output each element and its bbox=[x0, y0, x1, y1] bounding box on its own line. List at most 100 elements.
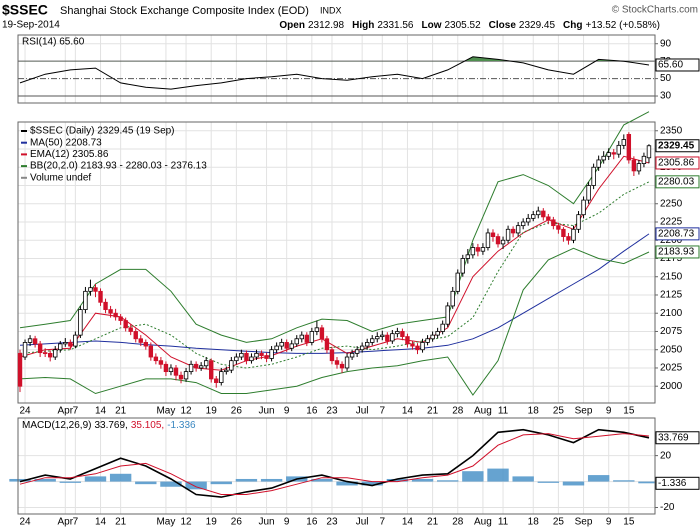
candle-body bbox=[475, 247, 481, 252]
x-tick-label: 26 bbox=[231, 517, 243, 528]
candle-body bbox=[22, 342, 28, 358]
histogram-bar bbox=[109, 473, 132, 482]
y-tick-label: 50 bbox=[660, 73, 672, 84]
histogram-bar bbox=[210, 481, 232, 485]
candle-body bbox=[103, 301, 108, 310]
y-tick-label: 2050 bbox=[660, 344, 683, 355]
quote-value: +13.52 (+0.58%) bbox=[586, 20, 661, 31]
candle-body bbox=[546, 216, 551, 221]
candle-body bbox=[606, 152, 611, 157]
x-tick-label: 24 bbox=[19, 517, 31, 528]
candle-body bbox=[344, 356, 350, 369]
x-tick-label: 25 bbox=[553, 517, 565, 528]
y-tick-label: -20 bbox=[660, 502, 675, 513]
x-tick-label: Sep bbox=[575, 517, 593, 528]
candle-body bbox=[385, 334, 390, 342]
legend-label: BB(20,2.0) 2183.93 - 2280.03 - 2376.13 bbox=[30, 161, 207, 172]
candle-body bbox=[551, 219, 556, 227]
candle-body bbox=[359, 345, 365, 351]
candle-body bbox=[294, 338, 299, 345]
y-tick-label: 2150 bbox=[660, 271, 683, 282]
overlay-line bbox=[19, 247, 650, 396]
x-tick-label: 19 bbox=[206, 517, 218, 528]
quote-value: 2305.52 bbox=[445, 20, 482, 31]
candle-body bbox=[450, 290, 455, 307]
x-tick-label: 9 bbox=[284, 406, 290, 417]
value-box bbox=[655, 139, 700, 153]
histogram-bar bbox=[411, 478, 434, 482]
overlay-line bbox=[19, 155, 650, 371]
rsi-line bbox=[19, 56, 650, 90]
y-tick-label: 2025 bbox=[660, 363, 683, 374]
date: 19-Sep-2014 bbox=[2, 20, 60, 31]
value-box-label: 2208.73 bbox=[658, 229, 695, 240]
value-box bbox=[655, 476, 700, 490]
value-box bbox=[655, 175, 700, 189]
candle-body bbox=[400, 331, 405, 337]
y-tick-label: 2125 bbox=[660, 290, 683, 301]
overbought-fill bbox=[20, 56, 649, 62]
x-tick-label: 25 bbox=[553, 406, 565, 417]
candle-body bbox=[123, 320, 128, 329]
x-tick-label: 12 bbox=[180, 517, 192, 528]
candle-body bbox=[244, 352, 249, 362]
candle-body bbox=[425, 338, 430, 343]
value-box-label: -1.336 bbox=[658, 478, 687, 489]
candle-body bbox=[214, 378, 219, 383]
candle-body bbox=[78, 309, 83, 336]
y-tick-label: 2200 bbox=[660, 235, 683, 246]
x-tick-label: May bbox=[156, 406, 175, 417]
x-tick-label: 7 bbox=[73, 406, 79, 417]
candle-body bbox=[73, 334, 78, 347]
candle-body bbox=[113, 312, 118, 318]
x-tick-label: 23 bbox=[326, 406, 338, 417]
x-tick-label: 14 bbox=[95, 517, 107, 528]
candle-body bbox=[299, 334, 304, 340]
value-box bbox=[655, 156, 700, 170]
x-tick-label: 18 bbox=[528, 517, 540, 528]
candle-body bbox=[505, 228, 511, 241]
candle-body bbox=[526, 217, 531, 223]
candle-body bbox=[465, 254, 471, 259]
quote-label: Chg bbox=[563, 20, 582, 31]
histogram-bar bbox=[562, 481, 585, 486]
candle-body bbox=[309, 331, 315, 343]
candle-body bbox=[420, 342, 425, 351]
candle-body bbox=[510, 228, 516, 234]
histogram-bar bbox=[386, 478, 409, 482]
candle-body bbox=[495, 236, 501, 245]
x-tick-label: 7 bbox=[73, 517, 79, 528]
candle-body bbox=[168, 367, 174, 373]
x-tick-label: 28 bbox=[452, 406, 464, 417]
histogram-bar bbox=[235, 478, 258, 482]
macd-line bbox=[19, 433, 650, 495]
candle-body bbox=[571, 228, 576, 241]
candle-body bbox=[626, 134, 632, 161]
histogram-bar bbox=[462, 471, 484, 482]
x-tick-label: Jun bbox=[258, 406, 274, 417]
candle-body bbox=[108, 309, 113, 314]
candle-body bbox=[163, 363, 169, 373]
candle-body bbox=[490, 232, 496, 237]
candle-body bbox=[485, 232, 491, 248]
candle-body bbox=[239, 352, 244, 358]
candle-body bbox=[259, 352, 264, 356]
x-tick-label: May bbox=[156, 517, 175, 528]
candle-body bbox=[395, 331, 400, 335]
x-tick-label: 7 bbox=[380, 406, 386, 417]
x-tick-label: 14 bbox=[95, 406, 107, 417]
y-tick-label: 30 bbox=[660, 91, 672, 102]
candle-body bbox=[480, 247, 486, 252]
candle-body bbox=[611, 152, 616, 155]
candle-body bbox=[586, 185, 591, 201]
candle-body bbox=[209, 360, 214, 380]
x-tick-label: 24 bbox=[19, 406, 31, 417]
candle-body bbox=[515, 225, 521, 234]
y-tick-label: 2250 bbox=[660, 198, 683, 209]
legend-label: $SSEC (Daily) 2329.45 (19 Sep) bbox=[30, 126, 175, 137]
x-tick-label: 18 bbox=[528, 406, 540, 417]
histogram-bar bbox=[361, 481, 383, 486]
symbol: $SSEC bbox=[2, 2, 48, 18]
y-tick-label: 2100 bbox=[660, 308, 683, 319]
